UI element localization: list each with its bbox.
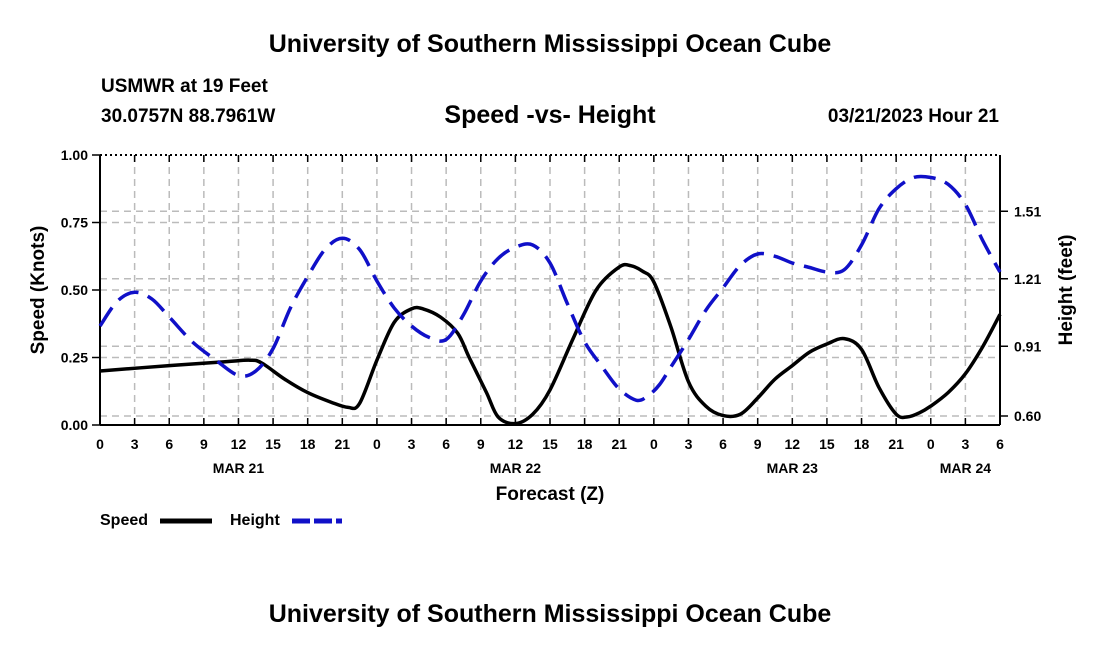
x-tick-label: 9	[200, 436, 208, 452]
y-tick-label: 0.50	[61, 282, 88, 298]
x-tick-label: 12	[508, 436, 524, 452]
x-tick-label: 18	[300, 436, 316, 452]
legend-height-label: Height	[230, 512, 280, 529]
x-tick-label: 0	[927, 436, 935, 452]
x-tick-label: 12	[785, 436, 801, 452]
x-tick-label: 15	[265, 436, 281, 452]
x-tick-label: 15	[542, 436, 558, 452]
x-tick-label: 0	[373, 436, 381, 452]
y-tick-label: 1.00	[61, 147, 88, 163]
x-tick-label: 18	[577, 436, 593, 452]
x-date-label: MAR 22	[490, 460, 542, 476]
x-tick-label: 0	[96, 436, 104, 452]
x-tick-label: 15	[819, 436, 835, 452]
height-series-line	[98, 174, 1002, 403]
x-tick-label: 3	[131, 436, 139, 452]
chart-datetime: 03/21/2023 Hour 21	[827, 106, 999, 127]
y-tick-label: 0.75	[61, 215, 88, 231]
x-date-label: MAR 21	[213, 460, 265, 476]
y2-tick-label: 1.21	[1014, 271, 1041, 287]
x-tick-label: 21	[611, 436, 627, 452]
y-tick-label: 0.25	[61, 350, 88, 366]
legend-speed-label: Speed	[100, 512, 148, 529]
x-date-label: MAR 23	[767, 460, 819, 476]
x-tick-label: 0	[650, 436, 658, 452]
x-tick-label: 3	[685, 436, 693, 452]
x-tick-label: 21	[888, 436, 904, 452]
chart-title: Speed -vs- Height	[444, 101, 656, 129]
x-tick-label: 3	[408, 436, 416, 452]
footer-title: University of Southern Mississippi Ocean…	[268, 600, 832, 628]
y2-tick-label: 0.60	[1014, 408, 1041, 424]
x-tick-label: 6	[996, 436, 1004, 452]
x-tick-label: 18	[854, 436, 870, 452]
x-date-label: MAR 24	[940, 460, 992, 476]
y-axis-title: Speed (Knots)	[28, 226, 49, 355]
x-tick-label: 12	[231, 436, 247, 452]
x-tick-label: 9	[477, 436, 485, 452]
y2-tick-label: 0.91	[1014, 338, 1041, 354]
y2-axis-title: Height (feet)	[1056, 235, 1077, 346]
x-tick-label: 3	[961, 436, 969, 452]
x-tick-label: 6	[719, 436, 727, 452]
y2-tick-label: 1.51	[1014, 203, 1041, 219]
main-title: University of Southern Mississippi Ocean…	[268, 30, 832, 58]
station-name: USMWR at 19 Feet	[101, 76, 268, 97]
y-tick-label: 0.00	[61, 417, 88, 433]
x-tick-label: 9	[754, 436, 762, 452]
station-coordinates: 30.0757N 88.7961W	[101, 106, 276, 127]
speed-series-line	[99, 262, 1002, 426]
x-tick-label: 6	[442, 436, 450, 452]
x-axis-title: Forecast (Z)	[496, 484, 605, 505]
x-tick-label: 21	[335, 436, 351, 452]
x-tick-label: 6	[165, 436, 173, 452]
